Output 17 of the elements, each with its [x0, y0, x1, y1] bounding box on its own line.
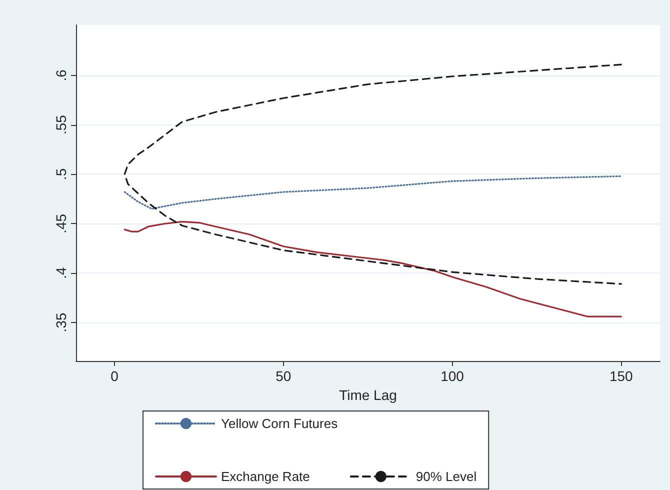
line-series	[124, 64, 622, 285]
y-tick-label: .6	[53, 69, 69, 82]
legend-label: Yellow Corn Futures	[221, 416, 338, 431]
legend-label: 90% Level	[416, 469, 477, 484]
x-tick-label: 100	[440, 368, 464, 384]
line-series	[124, 175, 622, 210]
x-tick-label: 50	[276, 368, 292, 384]
x-tick-label: 150	[609, 368, 634, 384]
x-tick-label: 0	[110, 368, 119, 384]
x-axis-title: Time Lag	[339, 386, 397, 403]
y-tick-label: .55	[53, 114, 69, 135]
line-series	[124, 220, 622, 318]
y-tick-label: .35	[53, 312, 69, 332]
legend-label: Exchange Rate	[221, 469, 310, 484]
y-tick-label: .5	[53, 168, 69, 180]
y-tick-label: .45	[53, 214, 69, 234]
y-tick-label: .4	[53, 267, 69, 279]
